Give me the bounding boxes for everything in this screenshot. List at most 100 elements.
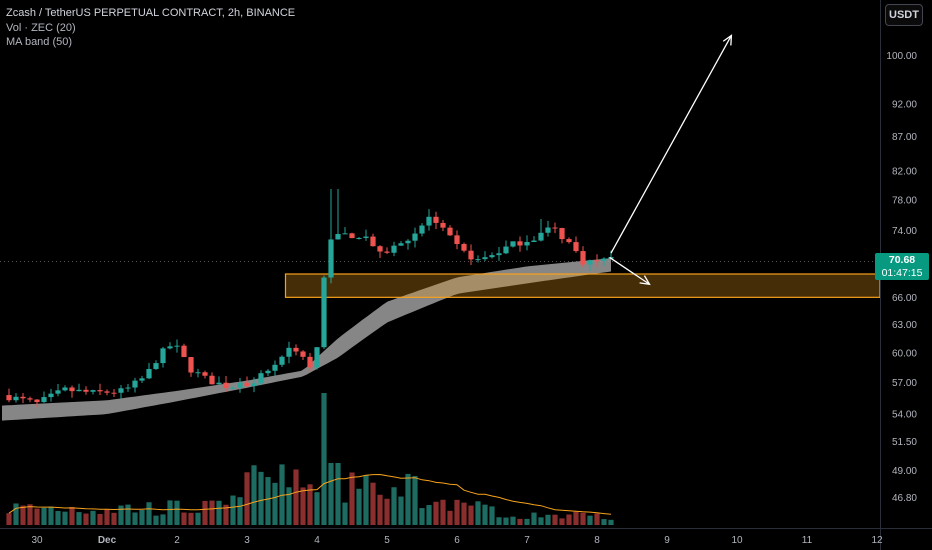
volume-bar xyxy=(314,492,320,525)
candle-body xyxy=(174,345,180,347)
candle-body xyxy=(454,235,460,245)
candle-body xyxy=(538,232,544,241)
volume-bar xyxy=(244,472,250,525)
price-tick-label: 74.00 xyxy=(892,226,917,237)
candle-body xyxy=(300,351,306,357)
volume-bar xyxy=(510,516,516,525)
currency-button[interactable]: USDT xyxy=(885,4,923,26)
arrow-head xyxy=(639,275,651,286)
legend-volume: Vol · ZEC (20) xyxy=(6,21,76,34)
volume-bar xyxy=(34,508,40,525)
candle-body xyxy=(419,225,425,234)
candle-body xyxy=(566,239,572,243)
candle-body xyxy=(405,240,411,244)
candle-body xyxy=(48,393,54,398)
candle-body xyxy=(167,346,173,349)
volume-bar xyxy=(475,501,481,525)
volume-bar xyxy=(335,463,341,525)
volume-bar xyxy=(125,504,131,525)
volume-bar xyxy=(363,475,369,525)
time-tick-label: 3 xyxy=(244,535,250,546)
time-tick-label: 11 xyxy=(802,535,813,546)
candle-body xyxy=(230,387,236,389)
price-tick-label: 63.00 xyxy=(892,320,917,331)
last-price-value: 70.68 xyxy=(888,254,916,266)
volume-bar xyxy=(419,508,425,525)
candle-body xyxy=(62,387,68,391)
volume-bar xyxy=(370,482,376,525)
candle-body xyxy=(524,242,530,246)
volume-bar xyxy=(76,512,82,525)
volume-bar xyxy=(468,505,474,525)
volume-bar xyxy=(559,518,565,525)
support-zone-rect[interactable] xyxy=(284,273,881,298)
volume-bar xyxy=(69,506,75,525)
volume-bar xyxy=(566,514,572,525)
volume-bar xyxy=(62,511,68,525)
volume-bar xyxy=(447,510,453,525)
candle-body xyxy=(188,357,194,373)
time-axis[interactable]: 30 Dec 2 3 4 5 6 7 8 9 10 11 12 xyxy=(31,535,883,546)
volume-bar xyxy=(496,517,502,525)
volume-bar xyxy=(503,517,509,525)
volume-bar xyxy=(146,502,152,525)
time-tick-label: 4 xyxy=(314,535,320,546)
volume-bar xyxy=(167,500,173,525)
projection-arrows[interactable] xyxy=(609,34,733,286)
candle-body xyxy=(356,237,362,239)
volume-bar xyxy=(174,500,180,525)
candle-body xyxy=(489,255,495,258)
downside-arrow[interactable] xyxy=(609,256,650,285)
volume-bar xyxy=(90,510,96,525)
volume-bar xyxy=(608,519,614,525)
candle-body xyxy=(440,222,446,228)
volume-bar xyxy=(538,517,544,525)
candle-body xyxy=(384,251,390,253)
volume-bar xyxy=(552,514,558,525)
time-tick-label: 6 xyxy=(454,535,460,546)
arrow-head xyxy=(722,34,733,46)
candle-body xyxy=(20,396,26,399)
price-tick-label: 46.80 xyxy=(892,493,917,504)
support-zone[interactable] xyxy=(284,273,881,298)
candle-body xyxy=(132,380,138,388)
candle-body xyxy=(468,250,474,260)
volume-bar xyxy=(398,496,404,525)
volume-bar xyxy=(188,512,194,525)
volume-bar xyxy=(405,473,411,525)
candle-body xyxy=(265,370,271,374)
volume-bar xyxy=(349,472,355,525)
volume-bar xyxy=(13,503,19,525)
volume-bar xyxy=(48,506,54,525)
volume-bar xyxy=(230,495,236,525)
time-tick-label: 12 xyxy=(871,535,883,546)
candle-body xyxy=(461,244,467,251)
bar-countdown: 01:47:15 xyxy=(881,267,923,279)
volume-bar xyxy=(202,500,208,525)
candle-body xyxy=(482,257,488,260)
price-tick-label: 78.00 xyxy=(892,196,917,207)
volume-bar xyxy=(237,497,243,525)
volume-bar xyxy=(153,515,159,525)
upside-arrow[interactable] xyxy=(610,35,732,254)
candle-body xyxy=(510,241,516,247)
candle-body xyxy=(272,364,278,371)
price-tick-label: 51.50 xyxy=(892,437,917,448)
candle-body xyxy=(412,233,418,241)
candle-body xyxy=(237,382,243,388)
candle-body xyxy=(216,382,222,385)
price-tick-label: 60.00 xyxy=(892,348,917,359)
price-tick-label: 100.00 xyxy=(886,51,917,62)
candle-body xyxy=(6,395,12,401)
price-tick-label: 87.00 xyxy=(892,132,917,143)
volume-bar xyxy=(377,494,383,525)
candle-body xyxy=(258,373,264,384)
candle-body xyxy=(251,383,257,387)
candle-body xyxy=(118,388,124,393)
volume-bar xyxy=(356,488,362,525)
time-tick-label: 2 xyxy=(174,535,180,546)
candle-body xyxy=(587,260,593,265)
candle-body xyxy=(447,227,453,236)
